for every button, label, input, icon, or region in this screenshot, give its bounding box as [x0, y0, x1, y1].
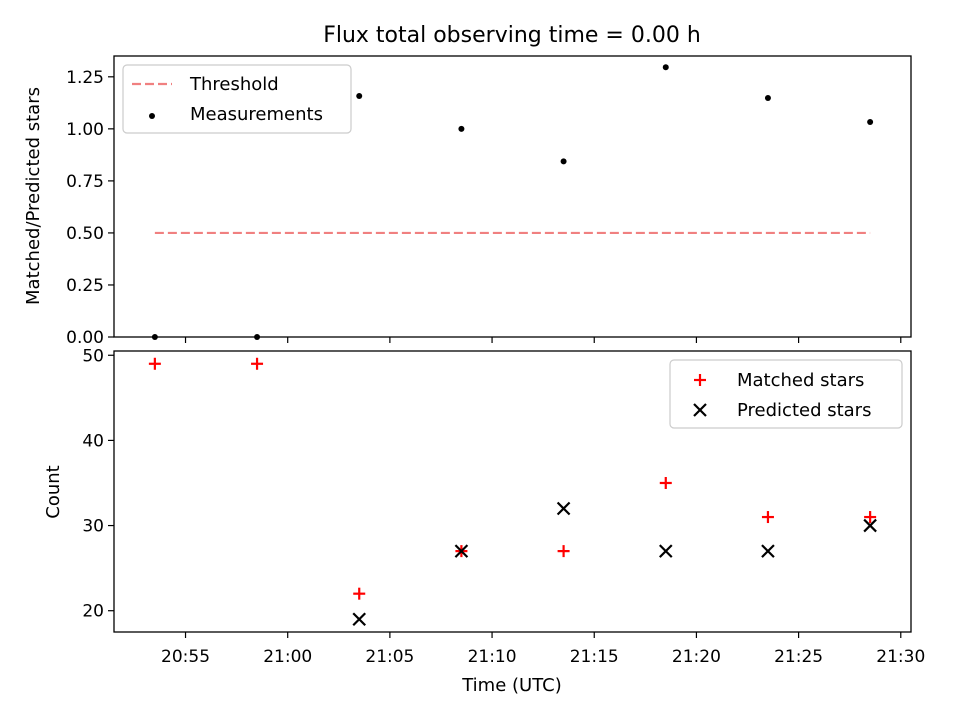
x-tick-label: 21:00: [263, 647, 312, 667]
measurement-point: [458, 125, 465, 132]
legend-threshold-label: Threshold: [189, 74, 279, 95]
y-tick-label: 20: [82, 602, 104, 622]
predicted-stars-point-b: [556, 501, 571, 516]
matched-stars-point: [864, 511, 877, 524]
y-tick-label: 40: [82, 431, 104, 451]
x-tick-label: 21:05: [365, 647, 414, 667]
predicted-stars-point-b: [658, 544, 673, 558]
top-y-axis-label: Matched/Predicted stars: [23, 87, 44, 305]
x-axis-label: Time (UTC): [461, 675, 562, 696]
predicted-stars-point: [658, 544, 673, 558]
matched-stars-point: [148, 357, 161, 370]
y-tick-label: 0.50: [66, 224, 104, 244]
legend-measurements-label: Measurements: [190, 104, 323, 125]
legend-matched-label: Matched stars: [737, 370, 864, 391]
matched-stars-point: [659, 476, 672, 489]
x-tick-label: 21:10: [468, 647, 517, 667]
x-tick-label: 21:15: [570, 647, 619, 667]
bottom-panel: 20 30 40 50 20:55 21:00 21:05 21:10 21:15 21:20 21…: [82, 346, 925, 667]
predicted-stars-point-b: [352, 612, 367, 627]
y-tick-label: 30: [82, 517, 104, 537]
measurement-point: [867, 118, 874, 125]
x-tick-label: 21:20: [672, 647, 721, 667]
predicted-stars-point-b: [454, 544, 469, 558]
y-tick-label: 50: [82, 346, 104, 366]
matched-stars-point: [557, 545, 570, 558]
matched-stars-point: [251, 357, 264, 370]
y-tick-label: 0.00: [66, 328, 104, 348]
matched-stars-point: [761, 511, 774, 524]
predicted-stars-point: [863, 518, 877, 533]
y-tick-label: 0.25: [66, 276, 104, 296]
y-tick-label: 1.00: [66, 120, 104, 140]
legend-box: [669, 359, 903, 429]
x-tick-label: 21:25: [774, 647, 823, 667]
legend: Matched stars Predicted stars: [669, 359, 903, 429]
plot-frame: [113, 55, 912, 338]
measurement-point: [662, 64, 669, 71]
legend-measurements-swatch: [149, 113, 155, 119]
legend-box: [122, 64, 352, 134]
y-tick-label: 1.25: [66, 68, 104, 88]
measurement-point: [356, 92, 363, 99]
x-tick-label: 21:30: [876, 647, 925, 667]
predicted-stars-point: [454, 544, 469, 558]
predicted-stars-point: [556, 501, 571, 516]
x-tick-label: 20:55: [161, 647, 210, 667]
y-tick-label: 0.75: [66, 172, 104, 192]
legend-predicted-swatch-b: [693, 403, 707, 417]
predicted-stars-point: [761, 544, 775, 558]
predicted-stars-point-b: [761, 544, 775, 558]
predicted-stars-point: [352, 612, 367, 627]
measurement-point: [764, 95, 771, 102]
top-panel: 0.00 0.25 0.50 0.75 1.00 1.25 Threshold Measure…: [66, 55, 912, 348]
legend-predicted-label: Predicted stars: [737, 400, 871, 421]
legend: Threshold Measurements: [122, 64, 352, 134]
bottom-y-axis-label: Count: [43, 465, 64, 518]
measurement-point: [560, 158, 567, 165]
plot-frame: [113, 350, 912, 633]
matched-stars-point: [353, 587, 366, 600]
predicted-stars-point-b: [863, 518, 877, 533]
chart-title: Flux total observing time = 0.00 h: [323, 23, 701, 48]
